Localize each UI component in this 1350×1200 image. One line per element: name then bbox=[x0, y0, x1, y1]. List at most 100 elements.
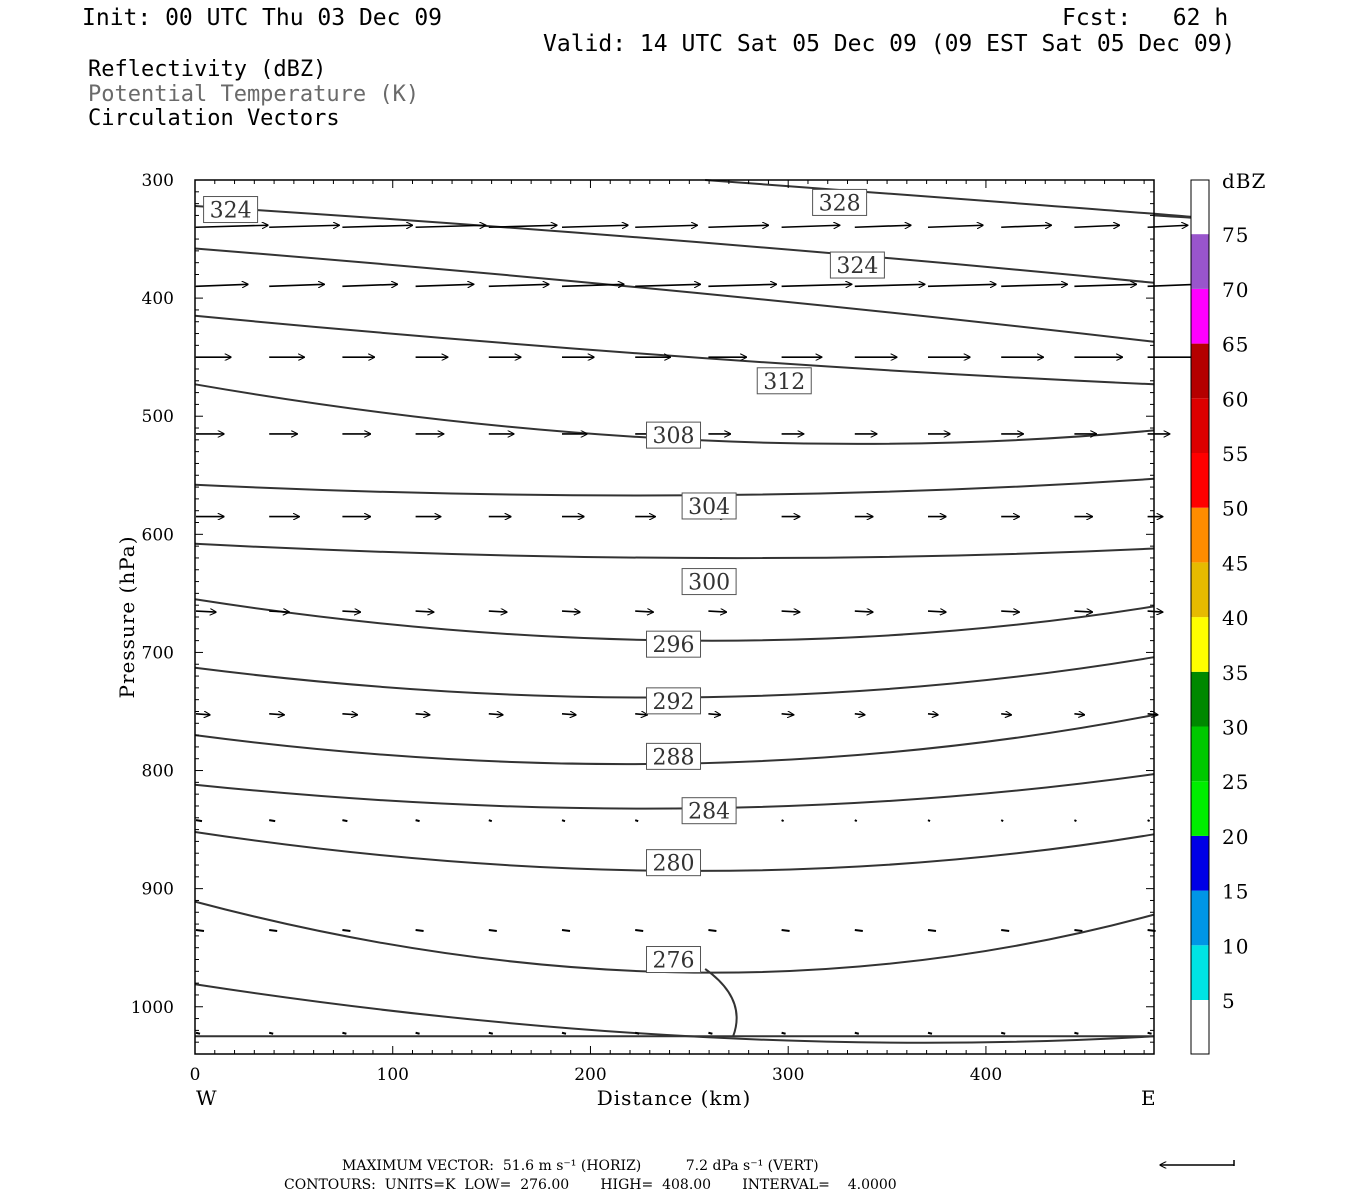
x-axis-label: Distance (km) bbox=[597, 1086, 752, 1110]
x-tick-label: 300 bbox=[772, 1065, 804, 1085]
circulation-vector bbox=[195, 284, 248, 286]
contour-label-box bbox=[756, 367, 812, 395]
field-reflectivity: Reflectivity (dBZ) bbox=[88, 57, 327, 82]
circulation-vector bbox=[635, 225, 697, 227]
colorbar-segment bbox=[1191, 562, 1209, 618]
circulation-vector bbox=[1000, 819, 1004, 823]
vector-layer bbox=[195, 225, 1200, 1035]
colorbar-segment bbox=[1191, 671, 1209, 727]
colorbar-segment bbox=[1191, 398, 1209, 453]
circulation-vector bbox=[854, 1031, 860, 1035]
contour-label-box bbox=[681, 797, 737, 825]
circulation-vector bbox=[488, 928, 497, 932]
contour-label: 304 bbox=[688, 495, 730, 520]
circulation-vector bbox=[927, 611, 946, 612]
contour-label-box bbox=[646, 421, 702, 449]
circulation-vector bbox=[1074, 714, 1084, 715]
circulation-vector bbox=[415, 225, 486, 227]
circulation-vector bbox=[781, 611, 800, 612]
circulation-vector bbox=[488, 225, 557, 227]
x-east-label: E bbox=[1141, 1086, 1157, 1110]
colorbar-segment bbox=[1191, 343, 1209, 399]
circulation-vector bbox=[561, 284, 624, 286]
circulation-vector bbox=[927, 928, 937, 932]
circulation-vector bbox=[342, 611, 360, 612]
y-tick-label: 800 bbox=[142, 762, 174, 782]
contour-label-box bbox=[681, 568, 737, 596]
circulation-vector bbox=[635, 928, 644, 932]
circulation-vector bbox=[1073, 819, 1077, 823]
contour-info: CONTOURS: UNITS=K LOW= 276.00 HIGH= 408.… bbox=[284, 1177, 897, 1193]
circulation-vector bbox=[927, 284, 996, 286]
circulation-vector bbox=[269, 284, 324, 286]
contour-line-2 bbox=[194, 247, 1155, 343]
contour-label-box bbox=[646, 742, 702, 770]
colorbar-segment bbox=[1191, 890, 1209, 946]
circulation-vector bbox=[708, 611, 726, 612]
circulation-vector bbox=[708, 225, 768, 227]
circulation-vector bbox=[781, 819, 785, 823]
contour-label-box bbox=[681, 492, 737, 520]
plot-frame bbox=[194, 179, 1155, 1055]
colorbar-label: 20 bbox=[1222, 825, 1249, 849]
colorbar-segment bbox=[1191, 835, 1209, 891]
contour-line-0 bbox=[705, 179, 1204, 220]
max-vector-note: MAXIMUM VECTOR: 51.6 m s⁻¹ (HORIZ) 7.2 d… bbox=[342, 1158, 819, 1174]
circulation-vector bbox=[1147, 819, 1151, 823]
circulation-vector bbox=[927, 819, 931, 823]
contour-label: 280 bbox=[653, 852, 695, 877]
circulation-vector bbox=[561, 1031, 567, 1035]
colorbar-frame bbox=[1190, 179, 1210, 1055]
circulation-vector bbox=[561, 819, 566, 823]
circulation-vector bbox=[342, 928, 351, 932]
contour-line-10 bbox=[194, 773, 1155, 810]
colorbar: 5 10 15 20 25 30 35 40 45 50 55 60 65 70 75 bbox=[1190, 179, 1249, 1055]
x-tick-label: 400 bbox=[970, 1065, 1002, 1085]
circulation-vector bbox=[708, 928, 717, 932]
circulation-vector bbox=[561, 928, 571, 932]
circulation-vector bbox=[854, 611, 873, 612]
y-tick-label: 300 bbox=[142, 171, 174, 191]
circulation-vector bbox=[781, 1031, 786, 1035]
contour-label: 324 bbox=[836, 254, 878, 279]
circulation-vector bbox=[415, 819, 420, 823]
colorbar-label: 15 bbox=[1222, 880, 1249, 904]
circulation-vector bbox=[1147, 611, 1163, 612]
y-tick-label: 700 bbox=[142, 643, 174, 663]
colorbar-segment bbox=[1191, 726, 1209, 782]
circulation-vector bbox=[1001, 611, 1019, 612]
x-tick-label: 0 bbox=[190, 1065, 201, 1085]
circulation-vector bbox=[927, 714, 938, 715]
circulation-vector bbox=[1000, 1031, 1006, 1035]
y-tick-label: 900 bbox=[142, 880, 174, 900]
circulation-vector bbox=[195, 611, 216, 612]
circulation-vector bbox=[1074, 928, 1083, 932]
contour-label-box bbox=[203, 196, 259, 224]
circulation-vector bbox=[635, 611, 653, 612]
circulation-vector bbox=[269, 611, 289, 612]
circulation-vector bbox=[708, 1031, 713, 1035]
colorbar-segment bbox=[1191, 234, 1209, 289]
circulation-vector bbox=[781, 225, 840, 227]
circulation-vector bbox=[854, 819, 858, 823]
circulation-vector bbox=[1074, 611, 1092, 612]
colorbar-segment bbox=[1191, 507, 1209, 563]
circulation-vector bbox=[1147, 714, 1158, 715]
circulation-vector bbox=[1074, 284, 1136, 286]
colorbar-label: 50 bbox=[1222, 497, 1249, 521]
colorbar-segment bbox=[1191, 945, 1209, 1000]
circulation-vector bbox=[195, 225, 268, 227]
contour-label-box bbox=[646, 630, 702, 658]
circulation-vector bbox=[415, 714, 430, 715]
colorbar-label: 45 bbox=[1222, 551, 1249, 575]
colorbar-label: 70 bbox=[1222, 278, 1249, 302]
circulation-vector bbox=[781, 714, 794, 715]
circulation-vector bbox=[269, 819, 276, 823]
circulation-vector bbox=[781, 928, 790, 932]
contour-line-3 bbox=[194, 314, 1155, 386]
circulation-vector bbox=[342, 284, 397, 286]
circulation-vector bbox=[415, 928, 424, 932]
circulation-vector bbox=[268, 1031, 274, 1035]
circulation-vector bbox=[561, 225, 628, 227]
